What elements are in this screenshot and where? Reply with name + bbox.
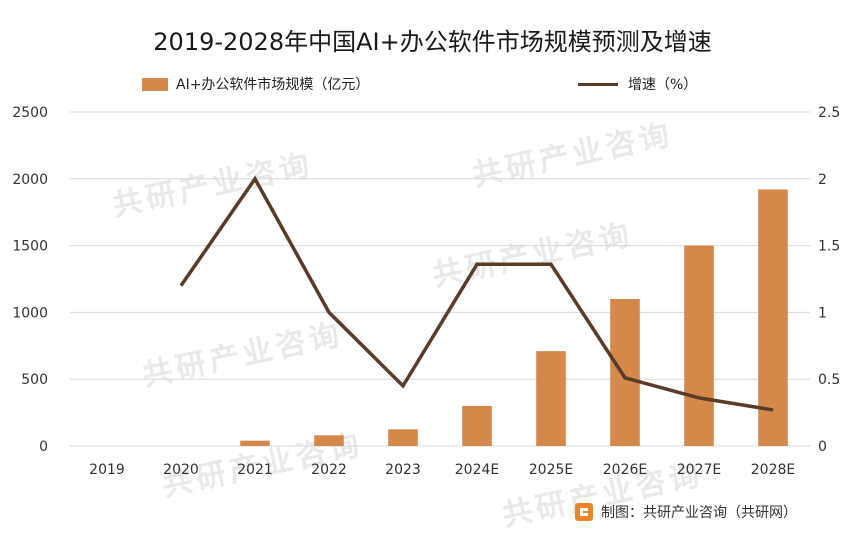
x-axis-tick-label: 2022 [311, 462, 347, 478]
growth-line [179, 175, 774, 412]
bar [684, 245, 714, 446]
x-axis-tick-label: 2021 [237, 462, 273, 478]
x-axis-tick-label: 2023 [385, 462, 421, 478]
bar-series [240, 189, 788, 446]
brand-logo-icon [575, 503, 593, 521]
bar [610, 299, 640, 446]
left-axis-tick-label: 500 [21, 372, 48, 388]
legend-bar-swatch [142, 77, 168, 91]
x-axis-tick-label: 2024E [455, 462, 499, 478]
legend-line: 增速（%） [578, 74, 697, 94]
legend-line-swatch [578, 82, 618, 86]
right-axis-tick-label: 2.5 [818, 105, 840, 121]
x-axis-tick-label: 2019 [89, 462, 125, 478]
x-axis-tick-label: 2027E [677, 462, 721, 478]
legend-line-label: 增速（%） [628, 77, 698, 93]
source-note: 制图：共研产业咨询（共研网） [575, 502, 797, 522]
left-axis-tick-label: 1000 [12, 305, 48, 321]
legend-bar-label: AI+办公软件市场规模（亿元） [176, 77, 370, 93]
chart-title: 2019-2028年中国AI+办公软件市场规模预测及增速 [153, 28, 712, 56]
source-text: 制图：共研产业咨询（共研网） [601, 505, 797, 521]
bar [388, 429, 418, 446]
bar [314, 435, 344, 446]
right-axis-tick-label: 2 [818, 172, 827, 188]
right-axis-tick-label: 1.5 [818, 239, 840, 255]
x-axis-tick-label: 2026E [603, 462, 647, 478]
left-axis-tick-label: 0 [39, 439, 48, 455]
left-axis-tick-label: 1500 [12, 239, 48, 255]
bar [758, 189, 788, 446]
right-axis-tick-label: 1 [818, 305, 827, 321]
x-axis-tick-label: 2020 [163, 462, 199, 478]
axis-labels: 0 500 1000 1500 2000 2500 0 0.5 1 1.5 2 2.5 2019 2020… [12, 105, 840, 478]
left-axis-tick-label: 2500 [12, 105, 48, 121]
x-axis-tick-label: 2025E [529, 462, 573, 478]
bar [240, 440, 270, 446]
bar [536, 351, 566, 446]
line-series [179, 175, 774, 412]
left-axis-tick-label: 2000 [12, 172, 48, 188]
bar [462, 405, 492, 446]
x-axis-tick-label: 2028E [751, 462, 795, 478]
legend-bar: AI+办公软件市场规模（亿元） [142, 74, 369, 94]
right-axis-tick-label: 0 [818, 439, 827, 455]
right-axis-tick-label: 0.5 [818, 372, 840, 388]
